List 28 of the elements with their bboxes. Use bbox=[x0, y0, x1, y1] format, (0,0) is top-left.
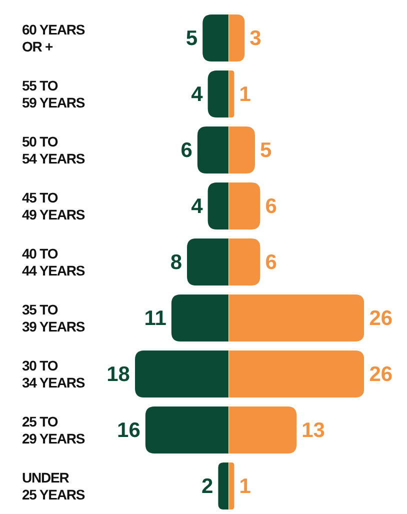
data-label: 26 bbox=[368, 362, 392, 386]
data-label: 5 bbox=[260, 138, 272, 162]
y-tick-label: 25 TO 29 YEARS bbox=[22, 413, 85, 446]
data-label: 13 bbox=[301, 418, 325, 442]
y-tick-label: 40 TO 44 YEARS bbox=[22, 246, 85, 278]
data-label: 2 bbox=[202, 474, 214, 498]
bar bbox=[228, 70, 234, 118]
data-label: 26 bbox=[368, 306, 392, 330]
data-label: 4 bbox=[191, 82, 204, 106]
data-label: 11 bbox=[144, 306, 167, 330]
data-label: 1 bbox=[238, 474, 251, 498]
data-label: 5 bbox=[186, 26, 198, 50]
y-tick-label: 50 TO 54 YEARS bbox=[22, 134, 85, 167]
data-label: 6 bbox=[180, 138, 192, 162]
y-tick-label: 35 TO 39 YEARS bbox=[22, 302, 85, 334]
data-label: 3 bbox=[249, 26, 261, 50]
y-tick-label: 60 YEARS OR + bbox=[22, 22, 85, 55]
data-label: 1 bbox=[238, 82, 251, 106]
data-label: 16 bbox=[117, 418, 140, 442]
data-label: 4 bbox=[191, 194, 204, 218]
y-tick-label: UNDER 25 YEARS bbox=[22, 469, 85, 502]
y-tick-label: 30 TO 34 YEARS bbox=[22, 357, 85, 390]
data-label: 6 bbox=[264, 250, 276, 274]
data-label: 8 bbox=[170, 250, 182, 274]
y-tick-label: 55 TO 59 YEARS bbox=[22, 78, 85, 111]
data-label: 6 bbox=[264, 194, 276, 218]
y-tick-label: 45 TO 49 YEARS bbox=[22, 190, 85, 222]
data-label: 18 bbox=[106, 362, 130, 386]
